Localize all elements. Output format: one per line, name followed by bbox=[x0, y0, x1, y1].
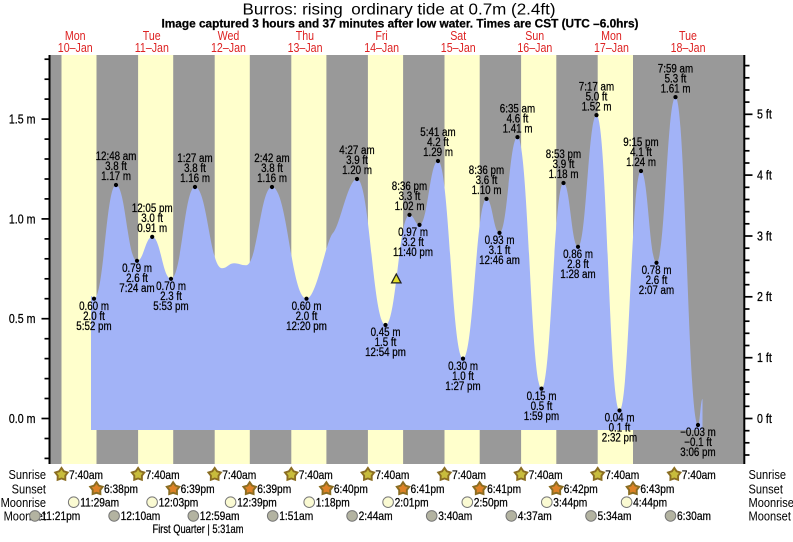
svg-text:Sunrise: Sunrise bbox=[749, 467, 787, 482]
svg-text:5:53 pm: 5:53 pm bbox=[153, 301, 188, 313]
svg-text:5:34am: 5:34am bbox=[598, 509, 632, 523]
svg-text:2:07 am: 2:07 am bbox=[639, 285, 674, 297]
svg-text:17–Jan: 17–Jan bbox=[594, 41, 629, 55]
svg-text:3:40am: 3:40am bbox=[438, 509, 472, 523]
svg-text:12:54 pm: 12:54 pm bbox=[365, 347, 406, 359]
svg-text:Sunrise: Sunrise bbox=[9, 467, 47, 482]
svg-text:6:40pm: 6:40pm bbox=[334, 482, 368, 496]
svg-text:1.24 m: 1.24 m bbox=[626, 157, 656, 169]
svg-text:1.16 m: 1.16 m bbox=[257, 173, 287, 185]
svg-text:6:41pm: 6:41pm bbox=[411, 482, 445, 496]
svg-text:1:51am: 1:51am bbox=[279, 509, 313, 523]
svg-text:1.52 m: 1.52 m bbox=[582, 101, 612, 113]
svg-text:1.29 m: 1.29 m bbox=[423, 147, 453, 159]
svg-text:5:52 pm: 5:52 pm bbox=[76, 321, 111, 333]
svg-text:13–Jan: 13–Jan bbox=[288, 41, 323, 55]
svg-text:3 ft: 3 ft bbox=[757, 229, 772, 243]
svg-text:11:21pm: 11:21pm bbox=[41, 509, 80, 523]
svg-text:11:40 pm: 11:40 pm bbox=[393, 247, 433, 259]
svg-text:2 ft: 2 ft bbox=[757, 290, 772, 304]
svg-text:1.20 m: 1.20 m bbox=[342, 165, 372, 177]
svg-text:7:40am: 7:40am bbox=[452, 468, 486, 482]
svg-text:6:39pm: 6:39pm bbox=[181, 482, 215, 496]
svg-text:6:38pm: 6:38pm bbox=[104, 482, 138, 496]
svg-text:14–Jan: 14–Jan bbox=[364, 41, 399, 55]
svg-text:12:46 am: 12:46 am bbox=[479, 255, 520, 267]
svg-text:1:28 am: 1:28 am bbox=[560, 269, 595, 281]
svg-text:11:29am: 11:29am bbox=[80, 496, 119, 510]
svg-text:3:44pm: 3:44pm bbox=[553, 496, 587, 510]
svg-text:12:03pm: 12:03pm bbox=[159, 496, 199, 510]
svg-text:1.0 m: 1.0 m bbox=[9, 212, 36, 226]
svg-text:7:40am: 7:40am bbox=[299, 468, 333, 482]
svg-text:1:18pm: 1:18pm bbox=[316, 496, 350, 510]
svg-text:11–Jan: 11–Jan bbox=[135, 41, 169, 55]
svg-text:7:40am: 7:40am bbox=[529, 468, 563, 482]
svg-text:1:27 pm: 1:27 pm bbox=[445, 381, 480, 393]
svg-text:2:32 pm: 2:32 pm bbox=[602, 433, 637, 445]
svg-text:15–Jan: 15–Jan bbox=[441, 41, 476, 55]
svg-text:6:41pm: 6:41pm bbox=[487, 482, 521, 496]
svg-text:4:37am: 4:37am bbox=[518, 509, 552, 523]
svg-text:1.10 m: 1.10 m bbox=[472, 185, 502, 197]
svg-text:1.18 m: 1.18 m bbox=[549, 169, 579, 181]
svg-text:10–Jan: 10–Jan bbox=[58, 41, 93, 55]
svg-text:0 ft: 0 ft bbox=[757, 412, 772, 426]
svg-text:7:40am: 7:40am bbox=[605, 468, 639, 482]
svg-text:4 ft: 4 ft bbox=[757, 169, 772, 183]
svg-text:7:40am: 7:40am bbox=[69, 468, 103, 482]
svg-text:12:39pm: 12:39pm bbox=[237, 496, 277, 510]
svg-text:12:20 pm: 12:20 pm bbox=[286, 321, 327, 333]
svg-text:0.91 m: 0.91 m bbox=[137, 223, 167, 235]
svg-text:1.16 m: 1.16 m bbox=[180, 173, 210, 185]
svg-text:5 ft: 5 ft bbox=[757, 108, 772, 122]
svg-text:1.02 m: 1.02 m bbox=[395, 201, 425, 213]
svg-text:1:59 pm: 1:59 pm bbox=[524, 411, 559, 423]
svg-text:18–Jan: 18–Jan bbox=[671, 41, 706, 55]
svg-text:1.5 m: 1.5 m bbox=[9, 113, 36, 127]
svg-text:First Quarter | 5:31am: First Quarter | 5:31am bbox=[153, 522, 244, 536]
svg-text:6:43pm: 6:43pm bbox=[640, 482, 674, 496]
svg-text:1 ft: 1 ft bbox=[757, 351, 772, 365]
svg-text:0.5 m: 0.5 m bbox=[9, 312, 36, 326]
svg-text:0.0 m: 0.0 m bbox=[9, 412, 36, 426]
svg-text:7:40am: 7:40am bbox=[682, 468, 716, 482]
svg-text:12–Jan: 12–Jan bbox=[211, 41, 246, 55]
svg-text:1.41 m: 1.41 m bbox=[503, 123, 533, 135]
svg-text:Moonset: Moonset bbox=[749, 509, 792, 524]
svg-text:1.17 m: 1.17 m bbox=[101, 171, 131, 183]
svg-text:7:40am: 7:40am bbox=[222, 468, 256, 482]
svg-text:6:39pm: 6:39pm bbox=[257, 482, 291, 496]
svg-text:1.61 m: 1.61 m bbox=[661, 83, 691, 95]
svg-text:3:06 pm: 3:06 pm bbox=[680, 447, 715, 459]
svg-text:2:44am: 2:44am bbox=[359, 509, 393, 523]
svg-text:4:44pm: 4:44pm bbox=[633, 496, 667, 510]
svg-text:7:24 am: 7:24 am bbox=[119, 283, 154, 295]
svg-text:2:01pm: 2:01pm bbox=[395, 496, 429, 510]
svg-text:6:30am: 6:30am bbox=[677, 509, 711, 523]
svg-text:6:42pm: 6:42pm bbox=[564, 482, 598, 496]
svg-text:16–Jan: 16–Jan bbox=[517, 41, 552, 55]
svg-text:2:50pm: 2:50pm bbox=[474, 496, 508, 510]
svg-text:7:40am: 7:40am bbox=[146, 468, 180, 482]
svg-text:7:40am: 7:40am bbox=[375, 468, 409, 482]
